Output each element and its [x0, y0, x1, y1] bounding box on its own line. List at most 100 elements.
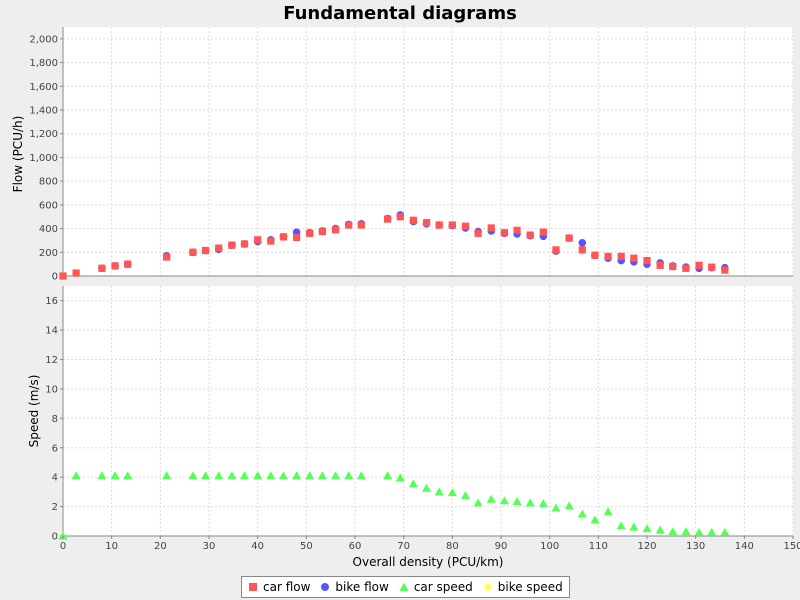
data-point	[591, 251, 599, 259]
data-point	[162, 471, 172, 480]
y-tick-label: 600	[39, 200, 58, 211]
data-point	[98, 264, 106, 272]
data-point	[681, 527, 691, 536]
data-point	[668, 527, 678, 536]
speed-axis-label: Speed (m/s)	[27, 375, 41, 448]
data-point	[604, 252, 612, 261]
x-axis-label: Overall density (PCU/km)	[353, 555, 504, 569]
data-point	[643, 256, 651, 265]
data-point	[616, 521, 626, 530]
data-point	[228, 241, 236, 249]
x-tick-label: 110	[589, 541, 608, 552]
y-tick-label: 800	[39, 177, 58, 188]
y-tick-label: 10	[45, 384, 58, 395]
x-tick-label: 90	[495, 541, 508, 552]
data-point	[279, 233, 288, 241]
x-tick-label: 80	[446, 541, 459, 552]
data-point	[655, 525, 665, 534]
data-point	[708, 263, 716, 271]
data-point	[240, 471, 250, 480]
chart-legend: car flow bike flow car speed bike speed	[241, 576, 570, 598]
y-tick-label: 1,800	[29, 58, 58, 69]
x-tick-label: 40	[251, 541, 264, 552]
y-tick-label: 400	[39, 224, 58, 235]
data-point	[629, 522, 639, 531]
y-tick-label: 1,200	[29, 129, 58, 140]
data-point	[460, 491, 470, 500]
data-point	[526, 231, 534, 239]
diamond-marker-icon	[483, 582, 493, 592]
data-point	[214, 471, 224, 480]
y-tick-label: 1,400	[29, 106, 58, 117]
data-point	[123, 471, 133, 480]
data-point	[539, 228, 547, 236]
data-point	[512, 496, 522, 505]
x-tick-label: 60	[349, 541, 362, 552]
plot-background	[63, 27, 793, 276]
legend-label: car flow	[263, 580, 311, 594]
data-point	[565, 234, 573, 242]
data-point	[500, 229, 509, 237]
data-point	[499, 496, 509, 505]
y-tick-label: 0	[52, 272, 58, 283]
legend-item-car-speed: car speed	[399, 580, 473, 594]
y-tick-label: 4	[52, 473, 58, 484]
data-point	[720, 527, 730, 536]
data-point	[721, 266, 729, 274]
data-point	[578, 239, 587, 247]
x-tick-label: 150	[783, 541, 800, 552]
data-point	[215, 244, 223, 252]
data-point	[435, 221, 443, 229]
data-point	[278, 471, 288, 480]
y-tick-label: 1,600	[29, 82, 58, 93]
data-point	[58, 531, 68, 540]
series-car-speed	[58, 471, 730, 540]
data-point	[513, 226, 521, 234]
y-tick-label: 8	[52, 414, 58, 425]
speed-plot: 0 2 4 6 8 10 12 14 16	[45, 286, 794, 543]
plot-background	[63, 286, 793, 536]
legend-item-bike-flow: bike flow	[320, 580, 389, 594]
data-point	[71, 471, 81, 480]
data-point	[292, 471, 302, 480]
data-point	[267, 237, 275, 245]
data-point	[344, 471, 354, 480]
y-tick-label: 200	[39, 248, 58, 259]
data-point	[409, 216, 417, 224]
data-point	[538, 499, 548, 508]
data-point	[487, 224, 495, 232]
data-point	[564, 501, 574, 510]
data-point	[124, 260, 132, 268]
chart-title: Fundamental diagrams	[283, 3, 517, 24]
data-point	[577, 509, 587, 518]
data-point	[240, 240, 249, 248]
x-tick-label: 50	[300, 541, 313, 552]
data-point	[461, 222, 470, 230]
data-point	[266, 471, 276, 480]
data-point	[552, 246, 560, 254]
data-point	[97, 471, 107, 480]
flow-axis-label: Flow (PCU/h)	[11, 116, 25, 193]
data-point	[551, 503, 561, 512]
x-tick-label: 140	[735, 541, 754, 552]
triangle-marker-icon	[399, 582, 409, 591]
x-tick-label: 20	[154, 541, 167, 552]
data-point	[603, 507, 613, 516]
data-point	[356, 471, 366, 480]
data-point	[384, 215, 392, 223]
data-point	[253, 471, 263, 480]
data-point	[383, 471, 393, 480]
data-point	[188, 471, 198, 480]
y-tick-label: 16	[45, 296, 58, 307]
x-tick-label: 120	[637, 541, 656, 552]
x-tick-label: 0	[60, 541, 66, 552]
x-tick-label: 10	[105, 541, 118, 552]
data-point	[422, 483, 432, 492]
y-tick-label: 14	[45, 326, 58, 337]
data-point	[694, 527, 704, 536]
data-point	[201, 246, 210, 255]
data-point	[630, 254, 638, 262]
data-point	[395, 473, 405, 482]
legend-item-bike-speed: bike speed	[483, 580, 563, 594]
